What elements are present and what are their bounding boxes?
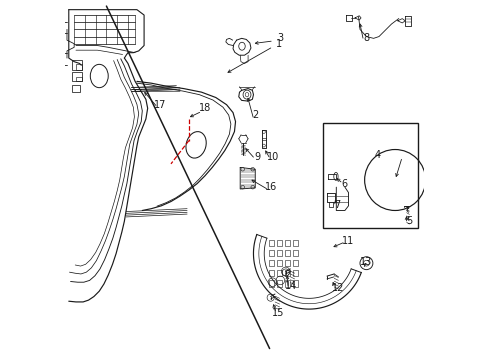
Bar <box>276 270 282 276</box>
Text: 5: 5 <box>406 216 412 226</box>
Bar <box>276 260 282 266</box>
Bar <box>292 240 297 246</box>
Bar <box>276 280 282 287</box>
Bar <box>292 280 297 287</box>
Bar <box>268 250 274 256</box>
Text: 1: 1 <box>275 39 281 49</box>
Text: 11: 11 <box>342 236 354 246</box>
Text: 18: 18 <box>199 103 211 113</box>
Text: 14: 14 <box>285 281 297 291</box>
Bar <box>276 250 282 256</box>
Bar <box>72 72 81 81</box>
Bar <box>284 280 289 287</box>
Bar <box>268 280 274 287</box>
Bar <box>284 240 289 246</box>
Bar <box>268 240 274 246</box>
Text: 3: 3 <box>277 33 283 43</box>
Bar <box>284 260 289 266</box>
Bar <box>284 270 289 276</box>
Text: 7: 7 <box>334 200 340 210</box>
Text: 16: 16 <box>264 182 277 192</box>
Text: 9: 9 <box>253 152 260 162</box>
Text: 10: 10 <box>266 152 279 162</box>
Text: 13: 13 <box>360 257 372 267</box>
Bar <box>76 77 81 81</box>
Text: 12: 12 <box>331 283 343 293</box>
Bar <box>284 250 289 256</box>
Bar <box>72 59 82 69</box>
Bar <box>268 260 274 266</box>
Text: 17: 17 <box>154 100 166 110</box>
Bar <box>323 123 418 228</box>
Text: 2: 2 <box>252 111 258 121</box>
Bar <box>76 64 82 69</box>
Bar <box>292 250 297 256</box>
Bar <box>292 270 297 276</box>
Text: 15: 15 <box>272 308 284 318</box>
Bar <box>276 240 282 246</box>
Bar <box>268 270 274 276</box>
Text: 6: 6 <box>341 179 347 189</box>
Bar <box>72 85 80 92</box>
Text: 8: 8 <box>363 33 369 43</box>
Bar <box>292 260 297 266</box>
Text: 4: 4 <box>373 150 380 160</box>
